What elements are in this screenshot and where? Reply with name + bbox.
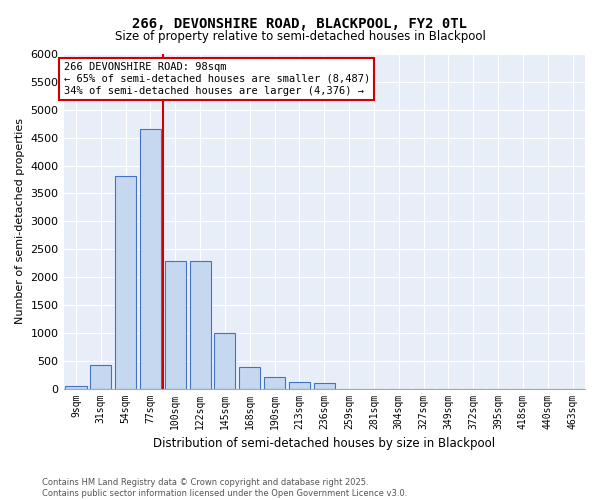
Text: 266, DEVONSHIRE ROAD, BLACKPOOL, FY2 0TL: 266, DEVONSHIRE ROAD, BLACKPOOL, FY2 0TL (133, 18, 467, 32)
Y-axis label: Number of semi-detached properties: Number of semi-detached properties (15, 118, 25, 324)
Bar (239, 367, 260, 388)
Text: Contains HM Land Registry data © Crown copyright and database right 2025.
Contai: Contains HM Land Registry data © Crown c… (42, 478, 407, 498)
Bar (289, 382, 310, 388)
Bar (314, 383, 335, 388)
Bar (65, 386, 86, 388)
Bar (190, 262, 211, 388)
Bar (115, 176, 136, 388)
Bar (214, 333, 235, 388)
Bar (90, 364, 112, 388)
Bar (264, 378, 285, 388)
X-axis label: Distribution of semi-detached houses by size in Blackpool: Distribution of semi-detached houses by … (153, 437, 496, 450)
Bar (140, 130, 161, 388)
Text: Size of property relative to semi-detached houses in Blackpool: Size of property relative to semi-detach… (115, 30, 485, 43)
Bar (165, 262, 186, 388)
Text: 266 DEVONSHIRE ROAD: 98sqm
← 65% of semi-detached houses are smaller (8,487)
34%: 266 DEVONSHIRE ROAD: 98sqm ← 65% of semi… (64, 62, 370, 96)
